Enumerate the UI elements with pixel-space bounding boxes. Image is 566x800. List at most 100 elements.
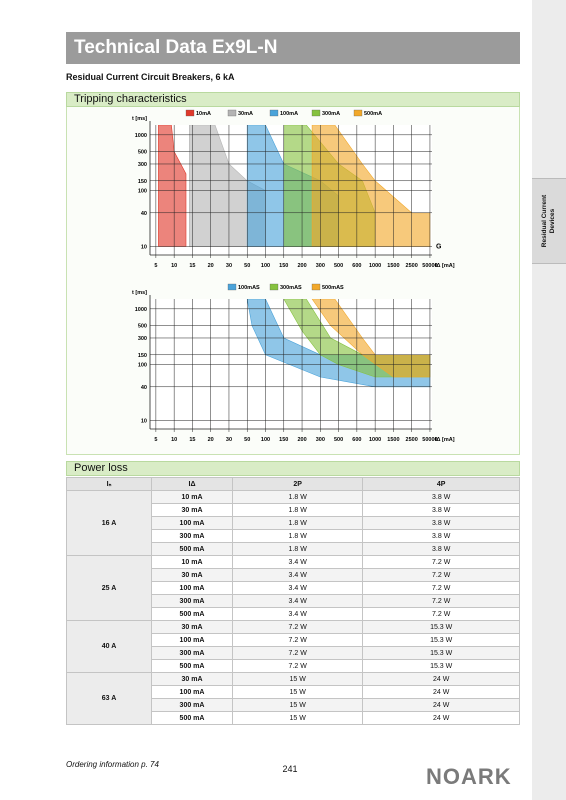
legend-swatch (185, 109, 195, 117)
table-cell: 3.8 W (362, 529, 520, 543)
bands (158, 125, 431, 247)
legend-label: 300mAS (280, 285, 302, 291)
table-cell: 500 mA (151, 542, 233, 556)
x-tick-label: 2500 (406, 437, 418, 443)
legend-swatch (227, 109, 237, 117)
table-cell: 3.4 W (231, 607, 364, 621)
x-tick-label: 1500 (387, 263, 399, 269)
y-tick-label: 10 (141, 244, 147, 250)
table-row: 63 A 30 mA 15 W 24 W (66, 672, 520, 725)
power-loss-table: Iₙ IΔ 2P 4P 16 A 10 mA 1.8 W 3.8 W 30 mA 1.8 W 3.8… (66, 477, 520, 725)
x-tick-label: 1000 (369, 263, 381, 269)
x-tick-label: 1500 (387, 437, 399, 443)
x-tick-label: 50000 (422, 437, 437, 443)
table-cell: 3.8 W (362, 542, 520, 556)
rating-cell: 63 A (66, 672, 152, 725)
table-cell: 24 W (362, 698, 520, 712)
legend-swatch (269, 283, 279, 291)
table-row: 300 mA 3.4 W 7.2 W (67, 594, 520, 608)
x-tick-label: 30 (226, 437, 232, 443)
table-cell: 7.2 W (231, 659, 364, 673)
table-cell: 7.2 W (362, 607, 520, 621)
legend-swatch (311, 283, 321, 291)
table-cell: 3.8 W (362, 516, 520, 530)
table-cell: 500 mA (151, 607, 233, 621)
table-row: 100 mA 1.8 W 3.8 W (67, 516, 520, 530)
table-cell: 24 W (362, 672, 520, 686)
x-tick-label: 15 (189, 437, 195, 443)
x-tick-label: 20 (208, 263, 214, 269)
table-cell: 7.2 W (362, 568, 520, 582)
table-cell: 1.8 W (231, 542, 364, 556)
table-cell: 15.3 W (362, 633, 520, 647)
legend-label: 30mA (238, 111, 253, 117)
table-cell: 300 mA (151, 529, 233, 543)
table-row: 500 mA 15 W 24 W (67, 711, 520, 725)
side-tab: Residual Current Devices (532, 178, 566, 264)
column-header: 4P (362, 477, 520, 491)
table-row: 16 A 10 mA 1.8 W 3.8 W (66, 490, 520, 556)
x-axis-label: IΔ [mA] (435, 263, 455, 269)
section-title: Tripping characteristics (66, 92, 520, 107)
sidebar (532, 0, 566, 800)
table-cell: 7.2 W (231, 633, 364, 647)
legend-swatch (269, 109, 279, 117)
x-tick-label: 100 (261, 437, 270, 443)
x-tick-label: 50 (244, 437, 250, 443)
table-cell: 3.4 W (231, 568, 364, 582)
table-cell: 10 mA (151, 555, 233, 569)
x-tick-label: 150 (279, 437, 288, 443)
legend-label: 500mAS (322, 285, 344, 291)
table-cell: 15.3 W (362, 659, 520, 673)
y-tick-label: 40 (141, 385, 147, 391)
table-row: 300 mA 1.8 W 3.8 W (67, 529, 520, 543)
table-cell: 30 mA (151, 620, 233, 634)
table-cell: 15 W (231, 672, 364, 686)
x-tick-label: 300 (316, 263, 325, 269)
table-cell: 3.8 W (362, 503, 520, 517)
x-tick-label: 5 (154, 437, 157, 443)
table-cell: 100 mA (151, 516, 233, 530)
table-cell: 7.2 W (362, 581, 520, 595)
table-cell: 24 W (362, 685, 520, 699)
table-cell: 1.8 W (231, 529, 364, 543)
x-tick-label: 600 (352, 263, 361, 269)
table-cell: 15.3 W (362, 620, 520, 634)
table-cell: 3.8 W (362, 490, 520, 504)
x-tick-label: 200 (297, 263, 306, 269)
y-axis-label: t [ms] (132, 290, 147, 296)
table-cell: 7.2 W (231, 620, 364, 634)
rating-cell: 40 A (66, 620, 152, 673)
y-axis-label: t [ms] (132, 116, 147, 122)
legend-label: 100mAS (238, 285, 260, 291)
table-cell: 3.4 W (231, 594, 364, 608)
table-cell: 1.8 W (231, 490, 364, 504)
legend-swatch (227, 283, 237, 291)
table-cell: 1.8 W (231, 503, 364, 517)
legend-label: 300mA (322, 111, 340, 117)
table-cell: 1.8 W (231, 516, 364, 530)
table-row: 25 A 10 mA 3.4 W 7.2 W (66, 555, 520, 621)
x-axis-label: IΔ [mA] (435, 437, 455, 443)
x-tick-label: 500 (334, 263, 343, 269)
ordering-info: Ordering information p. 74 (66, 760, 159, 769)
table-cell: 30 mA (151, 672, 233, 686)
section-title: Power loss (66, 461, 520, 476)
table-row: 100 mA 3.4 W 7.2 W (67, 581, 520, 595)
legend-swatch (311, 109, 321, 117)
table-cell: 100 mA (151, 581, 233, 595)
table-cell: 15 W (231, 685, 364, 699)
x-tick-label: 1000 (369, 437, 381, 443)
page-title: Technical Data Ex9L-N (66, 32, 520, 64)
y-tick-label: 300 (138, 162, 147, 168)
table-cell: 24 W (362, 711, 520, 725)
table-cell: 3.4 W (231, 555, 364, 569)
table-cell: 30 mA (151, 503, 233, 517)
table-cell: 7.2 W (362, 555, 520, 569)
y-tick-label: 300 (138, 336, 147, 342)
y-tick-label: 40 (141, 211, 147, 217)
x-tick-label: 20 (208, 437, 214, 443)
legend-label: 500mA (364, 111, 382, 117)
y-tick-label: 500 (138, 150, 147, 156)
y-tick-label: 1000 (135, 307, 147, 313)
